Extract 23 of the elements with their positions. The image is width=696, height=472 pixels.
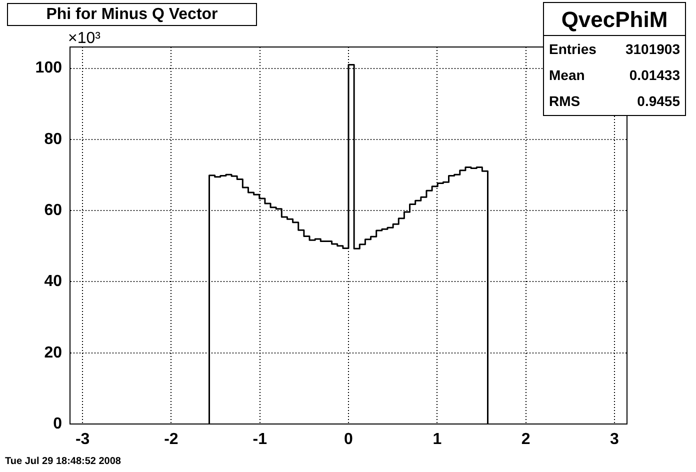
x-tick-label: -1 [252, 431, 268, 448]
y-tick-label: 60 [44, 202, 62, 220]
x-tick-label: 3 [610, 431, 619, 448]
chart-title: Phi for Minus Q Vector [7, 3, 257, 26]
annotation: Mean [549, 66, 585, 85]
y-tick-label: 100 [35, 60, 62, 77]
annotation: 3101903 [625, 40, 680, 59]
text: Tue Jul 29 18:48:52 2008 [5, 456, 121, 467]
text: 0.9455 [637, 92, 680, 111]
x-tick-label: -2 [164, 431, 178, 448]
text: ×10³ [68, 30, 100, 48]
x-tick-label: 1 [432, 431, 442, 448]
y-tick-label: 80 [44, 130, 62, 148]
text: QvecPhiM [544, 3, 685, 36]
x-tick-label: -3 [75, 431, 90, 448]
annotation: RMS [549, 92, 580, 111]
y-tick-label: 20 [44, 344, 62, 362]
y-tick-label: 0 [53, 415, 62, 432]
text: 0.01433 [629, 66, 680, 85]
x-tick-label: 0 [344, 431, 354, 448]
y-tick-label: 40 [44, 273, 62, 290]
x-tick-label: 2 [521, 431, 530, 448]
annotation: Entries [549, 40, 596, 59]
